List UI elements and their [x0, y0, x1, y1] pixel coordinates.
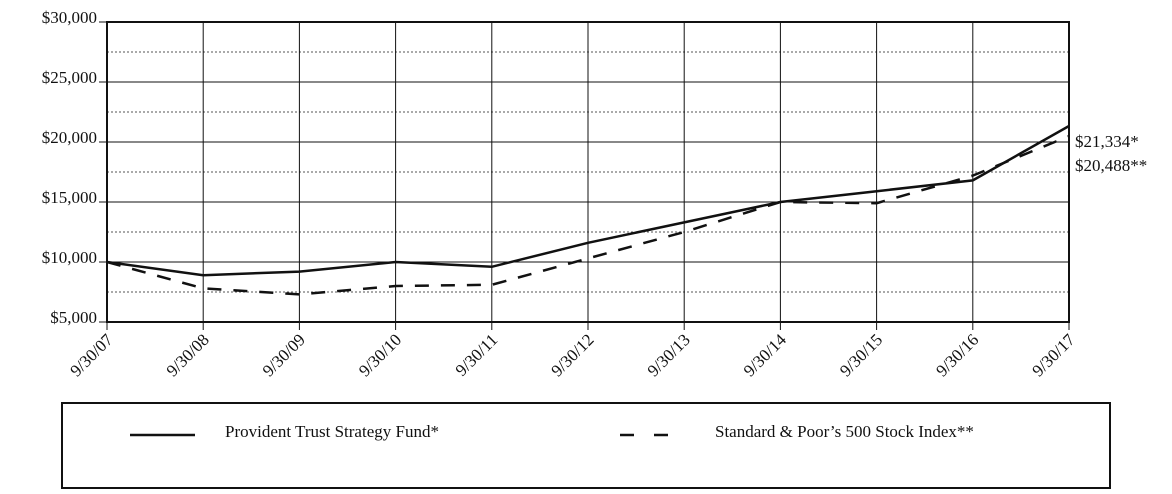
y-tick-label: $15,000 — [42, 188, 97, 207]
y-tick-label: $20,000 — [42, 128, 97, 147]
legend-box — [61, 402, 1111, 489]
value-label: $21,334* — [1075, 132, 1139, 151]
x-tick-label: 9/30/07 — [66, 330, 117, 381]
series-line — [106, 124, 1070, 277]
plot-frame — [106, 21, 1070, 323]
y-tick-label: $5,000 — [50, 308, 97, 327]
x-tick-label: 9/30/11 — [452, 330, 502, 380]
x-tick-label: 9/30/09 — [259, 330, 309, 380]
x-tick-label: 9/30/13 — [644, 330, 694, 380]
y-tick-label: $25,000 — [42, 68, 97, 87]
x-tick-label: 9/30/12 — [547, 330, 597, 380]
x-tick-label: 9/30/10 — [355, 330, 405, 380]
legend-label: Standard & Poor’s 500 Stock Index** — [715, 422, 974, 441]
legend-label: Provident Trust Strategy Fund* — [225, 422, 439, 441]
x-tick-label: 9/30/14 — [740, 330, 791, 381]
value-label: $20,488** — [1075, 156, 1147, 175]
y-tick-label: $10,000 — [42, 248, 97, 267]
series-line — [106, 134, 1070, 296]
x-tick-label: 9/30/08 — [163, 330, 213, 380]
x-tick-label: 9/30/16 — [932, 330, 982, 380]
y-tick-label: $30,000 — [42, 8, 97, 27]
x-tick-label: 9/30/17 — [1028, 330, 1079, 381]
x-tick-label: 9/30/15 — [836, 330, 886, 380]
